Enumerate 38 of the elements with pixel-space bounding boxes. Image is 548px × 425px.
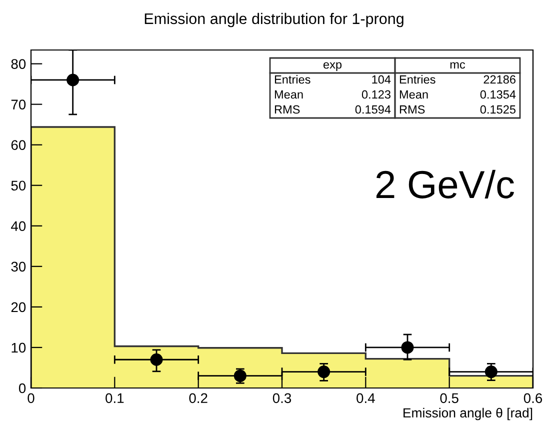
y-tick-label: 0: [18, 383, 26, 394]
y-tick-label: 30: [11, 262, 26, 272]
y-tick-label: 70: [11, 100, 26, 110]
annotation: RMS: [400, 105, 425, 114]
x-tick-label: 0.3: [272, 393, 292, 404]
x-tick-label: 0.6: [524, 393, 542, 404]
chart-title: Emission angle distribution for 1-prong: [144, 12, 404, 28]
annotation: exp: [323, 62, 342, 72]
annotation: RMS: [274, 105, 300, 114]
y-tick-label: 50: [11, 180, 26, 191]
y-tick-label: 60: [11, 140, 26, 150]
annotation: Mean: [400, 90, 428, 99]
y-tick-label: 10: [12, 342, 26, 353]
annotation: 104: [372, 75, 391, 84]
annotation: 2 GeV/c: [376, 170, 514, 198]
y-tick-label: 40: [11, 221, 26, 232]
x-tick-label: 0: [28, 393, 34, 404]
annotation: 0.1525: [480, 105, 516, 114]
annotation: mc: [450, 62, 466, 69]
y-tick-label: 20: [11, 302, 26, 312]
annotation: 22186: [484, 75, 516, 84]
x-axis-title: Emission angle θ [rad]: [404, 408, 532, 420]
y-tick-label: 80: [11, 59, 26, 69]
point: [66, 74, 80, 86]
annotation: Entries: [400, 75, 436, 84]
x-tick-label: 0.2: [189, 393, 208, 404]
point: [484, 366, 498, 378]
x-tick-label: 0.5: [440, 393, 458, 404]
point: [150, 353, 163, 366]
point: [401, 341, 414, 354]
point: [318, 366, 330, 378]
x-tick-label: 0.1: [106, 393, 124, 404]
annotation: Mean: [274, 90, 303, 99]
annotation: 0.123: [362, 90, 390, 99]
x-tick-label: 0.4: [356, 393, 375, 404]
annotation: Entries: [274, 75, 310, 84]
annotation: 0.1594: [355, 105, 391, 114]
annotation: 0.1354: [480, 90, 516, 99]
